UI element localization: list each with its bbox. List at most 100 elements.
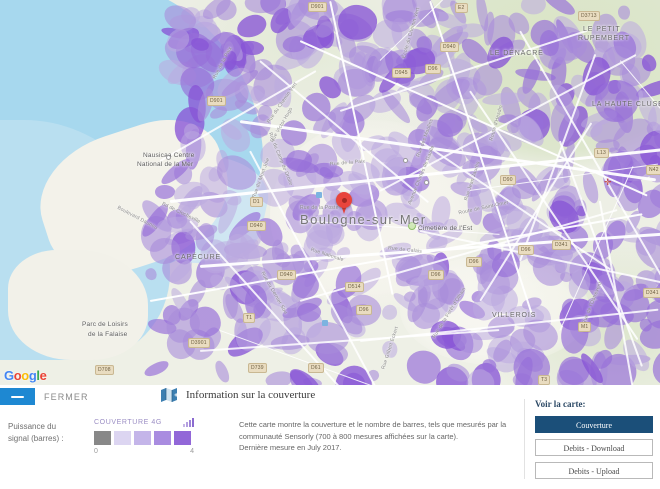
- map-city-label: Boulogne-sur-Mer: [300, 212, 427, 227]
- legend-swatch-1: [114, 431, 131, 445]
- poi-dot-generic-2[interactable]: [424, 180, 429, 185]
- road-shield-d901-6: D901: [207, 96, 226, 106]
- marker-tail: [340, 202, 348, 214]
- map-peninsula-south: [8, 250, 148, 360]
- panel-divider: [524, 399, 525, 479]
- map-label--1: RUPEMBERT: [578, 35, 630, 42]
- coverage-heat-layer: [137, 0, 660, 385]
- view-button-debits-download[interactable]: Debits - Download: [535, 439, 653, 456]
- road-shield-d514-15: D514: [345, 282, 364, 292]
- legend-scale-numbers: 0 4: [94, 448, 194, 455]
- road-shield-d96-18: D96: [356, 305, 372, 315]
- road-shield-d96-14: D96: [466, 257, 482, 267]
- poi-square-transit-south[interactable]: [322, 320, 328, 326]
- road-shield-t3-26: T3: [538, 375, 551, 385]
- view-map-controls: Voir la carte: Couverture Debits - Downlo…: [535, 399, 653, 485]
- legend-swatches: [94, 431, 199, 445]
- map-label--2: LE DÉNACRE: [490, 50, 544, 57]
- marker-center-dot: [341, 197, 347, 203]
- coverage-blob-strong: [245, 285, 267, 319]
- road-shield-d61-25: D61: [308, 363, 324, 373]
- road-shield-d901-0: D901: [308, 2, 327, 12]
- location-marker[interactable]: [336, 192, 352, 216]
- road-shield-t1-20: T1: [243, 313, 256, 323]
- legend-swatch-2: [134, 431, 151, 445]
- info-heading: Information sur la couverture: [160, 387, 315, 403]
- info-panel-body: Cette carte montre la couverture et le n…: [239, 419, 507, 454]
- hospital-cross-icon: ✛: [604, 177, 612, 187]
- road-shield-d96-16: D96: [428, 270, 444, 280]
- legend-title-line2: signal (barres) :: [8, 434, 64, 443]
- legend-scale-header: COUVERTURE 4G: [94, 418, 194, 427]
- poi-dot-nausicaa[interactable]: [166, 155, 171, 160]
- road-shield-d1-10: D1: [250, 197, 263, 207]
- map-label-poi-4: de la Falaise: [88, 331, 128, 338]
- road-shield-d940-13: D940: [277, 270, 296, 280]
- coverage-blob: [144, 266, 159, 282]
- info-line-2: communauté Sensorly (700 à 800 mesures a…: [239, 431, 459, 441]
- legend-caption: COUVERTURE 4G: [94, 419, 162, 426]
- poi-dot-generic[interactable]: [403, 158, 408, 163]
- coverage-blob: [212, 358, 232, 384]
- road-shield-d3713-2: D3713: [578, 11, 600, 21]
- road-shield-n42-8: N42: [646, 165, 660, 175]
- coverage-blob-strong: [595, 80, 639, 122]
- view-button-couverture[interactable]: Couverture: [535, 416, 653, 433]
- minus-icon[interactable]: [0, 388, 35, 405]
- poi-green-cemetery[interactable]: [408, 222, 416, 230]
- legend-min: 0: [94, 448, 98, 455]
- coverage-blob-strong: [150, 238, 180, 264]
- signal-bars-icon: [183, 418, 194, 427]
- map-label--5: VILLEROIS: [492, 312, 537, 319]
- coverage-map[interactable]: Rue de la Paix Rue du Chemin Vert Rue Vict…: [0, 0, 660, 385]
- legend-swatch-3: [154, 431, 171, 445]
- legend-swatch-0: [94, 431, 111, 445]
- map-label--4: CAPÉCURE: [175, 254, 222, 261]
- road-shield-d341-19: D341: [643, 288, 660, 298]
- map-label--3: LA HAUTE CLUSE: [592, 101, 660, 108]
- road-shield-d940-3: D940: [440, 42, 459, 52]
- map-label-poi-2: Cimetière de l'Est: [418, 225, 473, 232]
- coverage-blob: [380, 303, 398, 321]
- close-panel-label[interactable]: FERMER: [44, 391, 89, 402]
- road-shield-d341-12: D341: [552, 240, 571, 250]
- google-attribution: Google: [4, 368, 47, 383]
- view-buttons-group[interactable]: Couverture Debits - Download Debits - Uplo…: [535, 416, 653, 479]
- map-label--0: LE PETIT: [583, 26, 621, 33]
- road-shield-d940-17: D940: [247, 221, 266, 231]
- legend-scale: COUVERTURE 4G 0 4: [94, 418, 199, 455]
- road-shield-l13-7: L13: [594, 148, 609, 158]
- info-panel-title: Information sur la couverture: [186, 389, 316, 401]
- coverage-blob: [521, 0, 547, 15]
- coverage-blob: [154, 184, 176, 200]
- road-shield-d3901-22: D3901: [188, 338, 210, 348]
- info-line-1: Cette carte montre la couverture et le n…: [239, 420, 507, 429]
- coverage-blob-strong: [437, 113, 463, 137]
- map-label-poi-3: Parc de Loisirs: [82, 321, 128, 328]
- map-label-street-19: Rue de la Poste: [300, 205, 339, 211]
- info-panel: FERMER Puissance du signal (barres) : CO…: [0, 385, 660, 489]
- coverage-blob: [142, 357, 171, 380]
- poi-square-transit[interactable]: [316, 192, 322, 198]
- view-map-title: Voir la carte:: [535, 399, 586, 409]
- road-shield-m1-21: M1: [578, 322, 592, 332]
- road-shield-d945-5: D945: [392, 68, 411, 78]
- coverage-blob: [208, 104, 229, 121]
- road-shield-d90-9: D90: [500, 175, 516, 185]
- legend-title-line1: Puissance du: [8, 422, 57, 431]
- map-label-poi-1: National de la Mer: [137, 161, 194, 168]
- close-panel-row[interactable]: FERMER: [0, 388, 89, 405]
- road-shield-d96-11: D96: [518, 245, 534, 255]
- road-shield-d96-4: D96: [425, 64, 441, 74]
- info-line-3: Dernière mesure en July 2017.: [239, 443, 342, 452]
- view-button-debits-upload[interactable]: Debits - Upload: [535, 462, 653, 479]
- road-shield-d708-23: D708: [95, 365, 114, 375]
- coverage-blob: [173, 181, 210, 207]
- coverage-blob: [618, 5, 631, 21]
- coverage-blob-strong: [286, 150, 312, 172]
- folded-map-icon: [160, 387, 178, 403]
- legend-max: 4: [190, 448, 194, 455]
- road-shield-e2-1: E2: [455, 3, 468, 13]
- legend-title: Puissance du signal (barres) :: [8, 421, 93, 445]
